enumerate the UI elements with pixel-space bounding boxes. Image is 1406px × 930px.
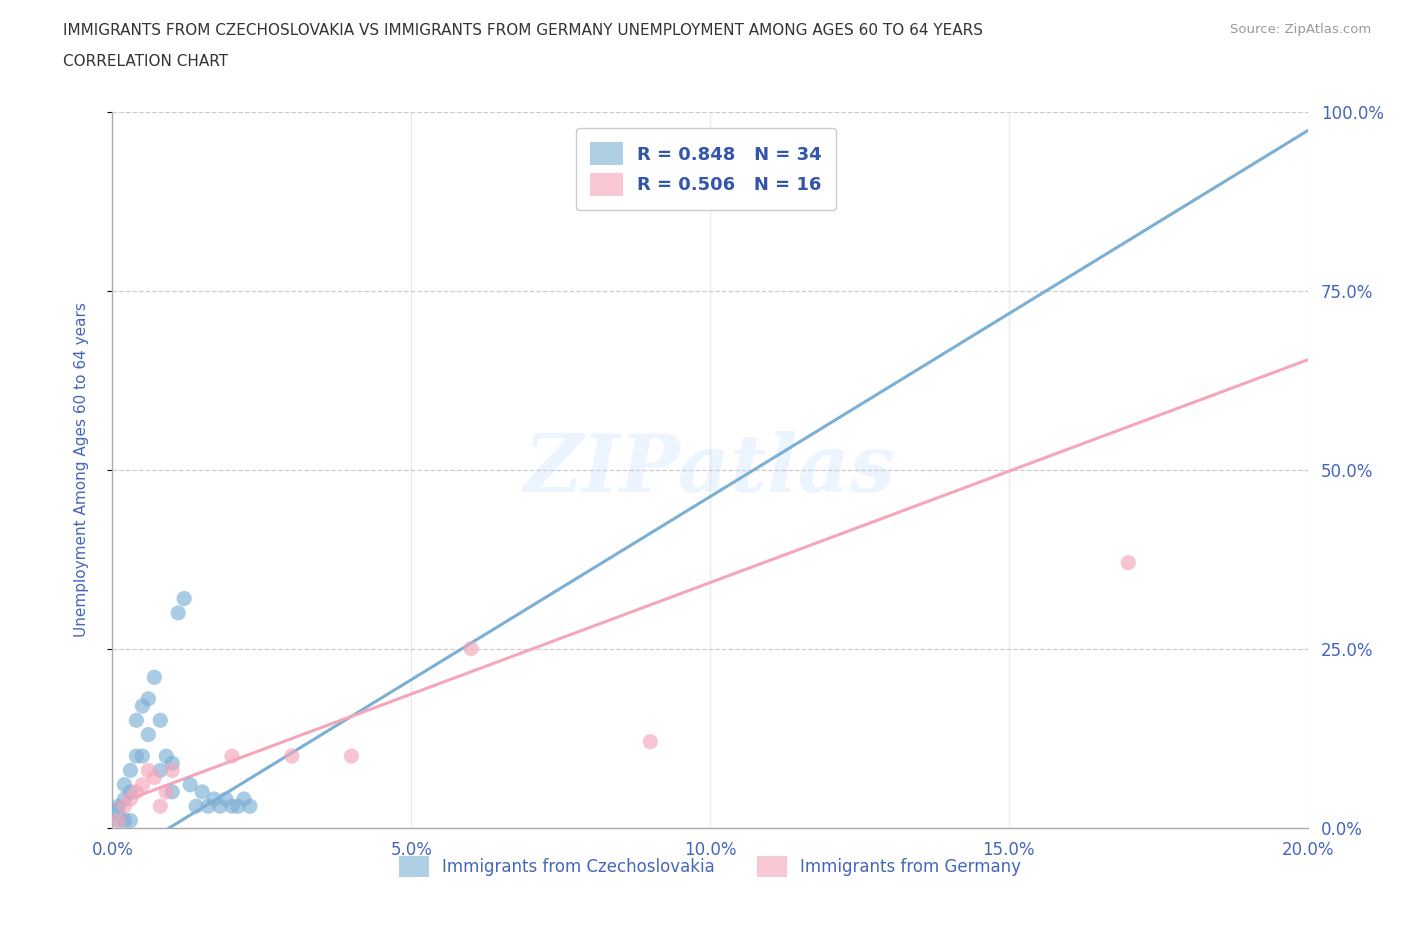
Point [131,749,153,764]
Point [138,763,160,777]
Point [202,791,225,806]
Point [155,749,177,764]
Point [221,749,243,764]
Point [120,813,142,828]
Text: Source: ZipAtlas.com: Source: ZipAtlas.com [1230,23,1371,36]
Point [107,799,129,814]
Point [143,770,166,785]
Point [209,799,232,814]
Point [149,763,172,777]
Point [162,785,183,800]
Point [120,785,142,800]
Point [149,799,172,814]
Point [162,763,183,777]
Point [162,756,183,771]
Legend: Immigrants from Czechoslovakia, Immigrants from Germany: Immigrants from Czechoslovakia, Immigran… [392,849,1028,884]
Point [131,698,153,713]
Point [173,591,195,606]
Point [138,691,160,706]
Text: CORRELATION CHART: CORRELATION CHART [63,54,228,69]
Point [221,799,243,814]
Point [125,712,148,727]
Point [233,791,256,806]
Point [191,785,214,800]
Point [167,605,190,620]
Point [197,799,219,814]
Point [138,727,160,742]
Point [143,670,166,684]
Point [114,791,135,806]
Point [239,799,262,814]
Point [114,777,135,792]
Point [120,763,142,777]
Point [107,813,129,828]
Point [340,749,363,764]
Point [125,749,148,764]
Text: ZIPatlas: ZIPatlas [524,431,896,509]
Point [226,799,249,814]
Point [114,813,135,828]
Point [281,749,304,764]
Point [640,735,662,750]
Point [107,806,129,821]
Point [186,799,208,814]
Point [215,791,238,806]
Point [107,813,129,828]
Point [120,791,142,806]
Point [131,777,153,792]
Point [114,799,135,814]
Point [179,777,201,792]
Point [125,785,148,800]
Point [1118,555,1140,570]
Point [149,712,172,727]
Y-axis label: Unemployment Among Ages 60 to 64 years: Unemployment Among Ages 60 to 64 years [75,302,89,637]
Point [155,785,177,800]
Text: IMMIGRANTS FROM CZECHOSLOVAKIA VS IMMIGRANTS FROM GERMANY UNEMPLOYMENT AMONG AGE: IMMIGRANTS FROM CZECHOSLOVAKIA VS IMMIGR… [63,23,983,38]
Point [460,642,482,657]
